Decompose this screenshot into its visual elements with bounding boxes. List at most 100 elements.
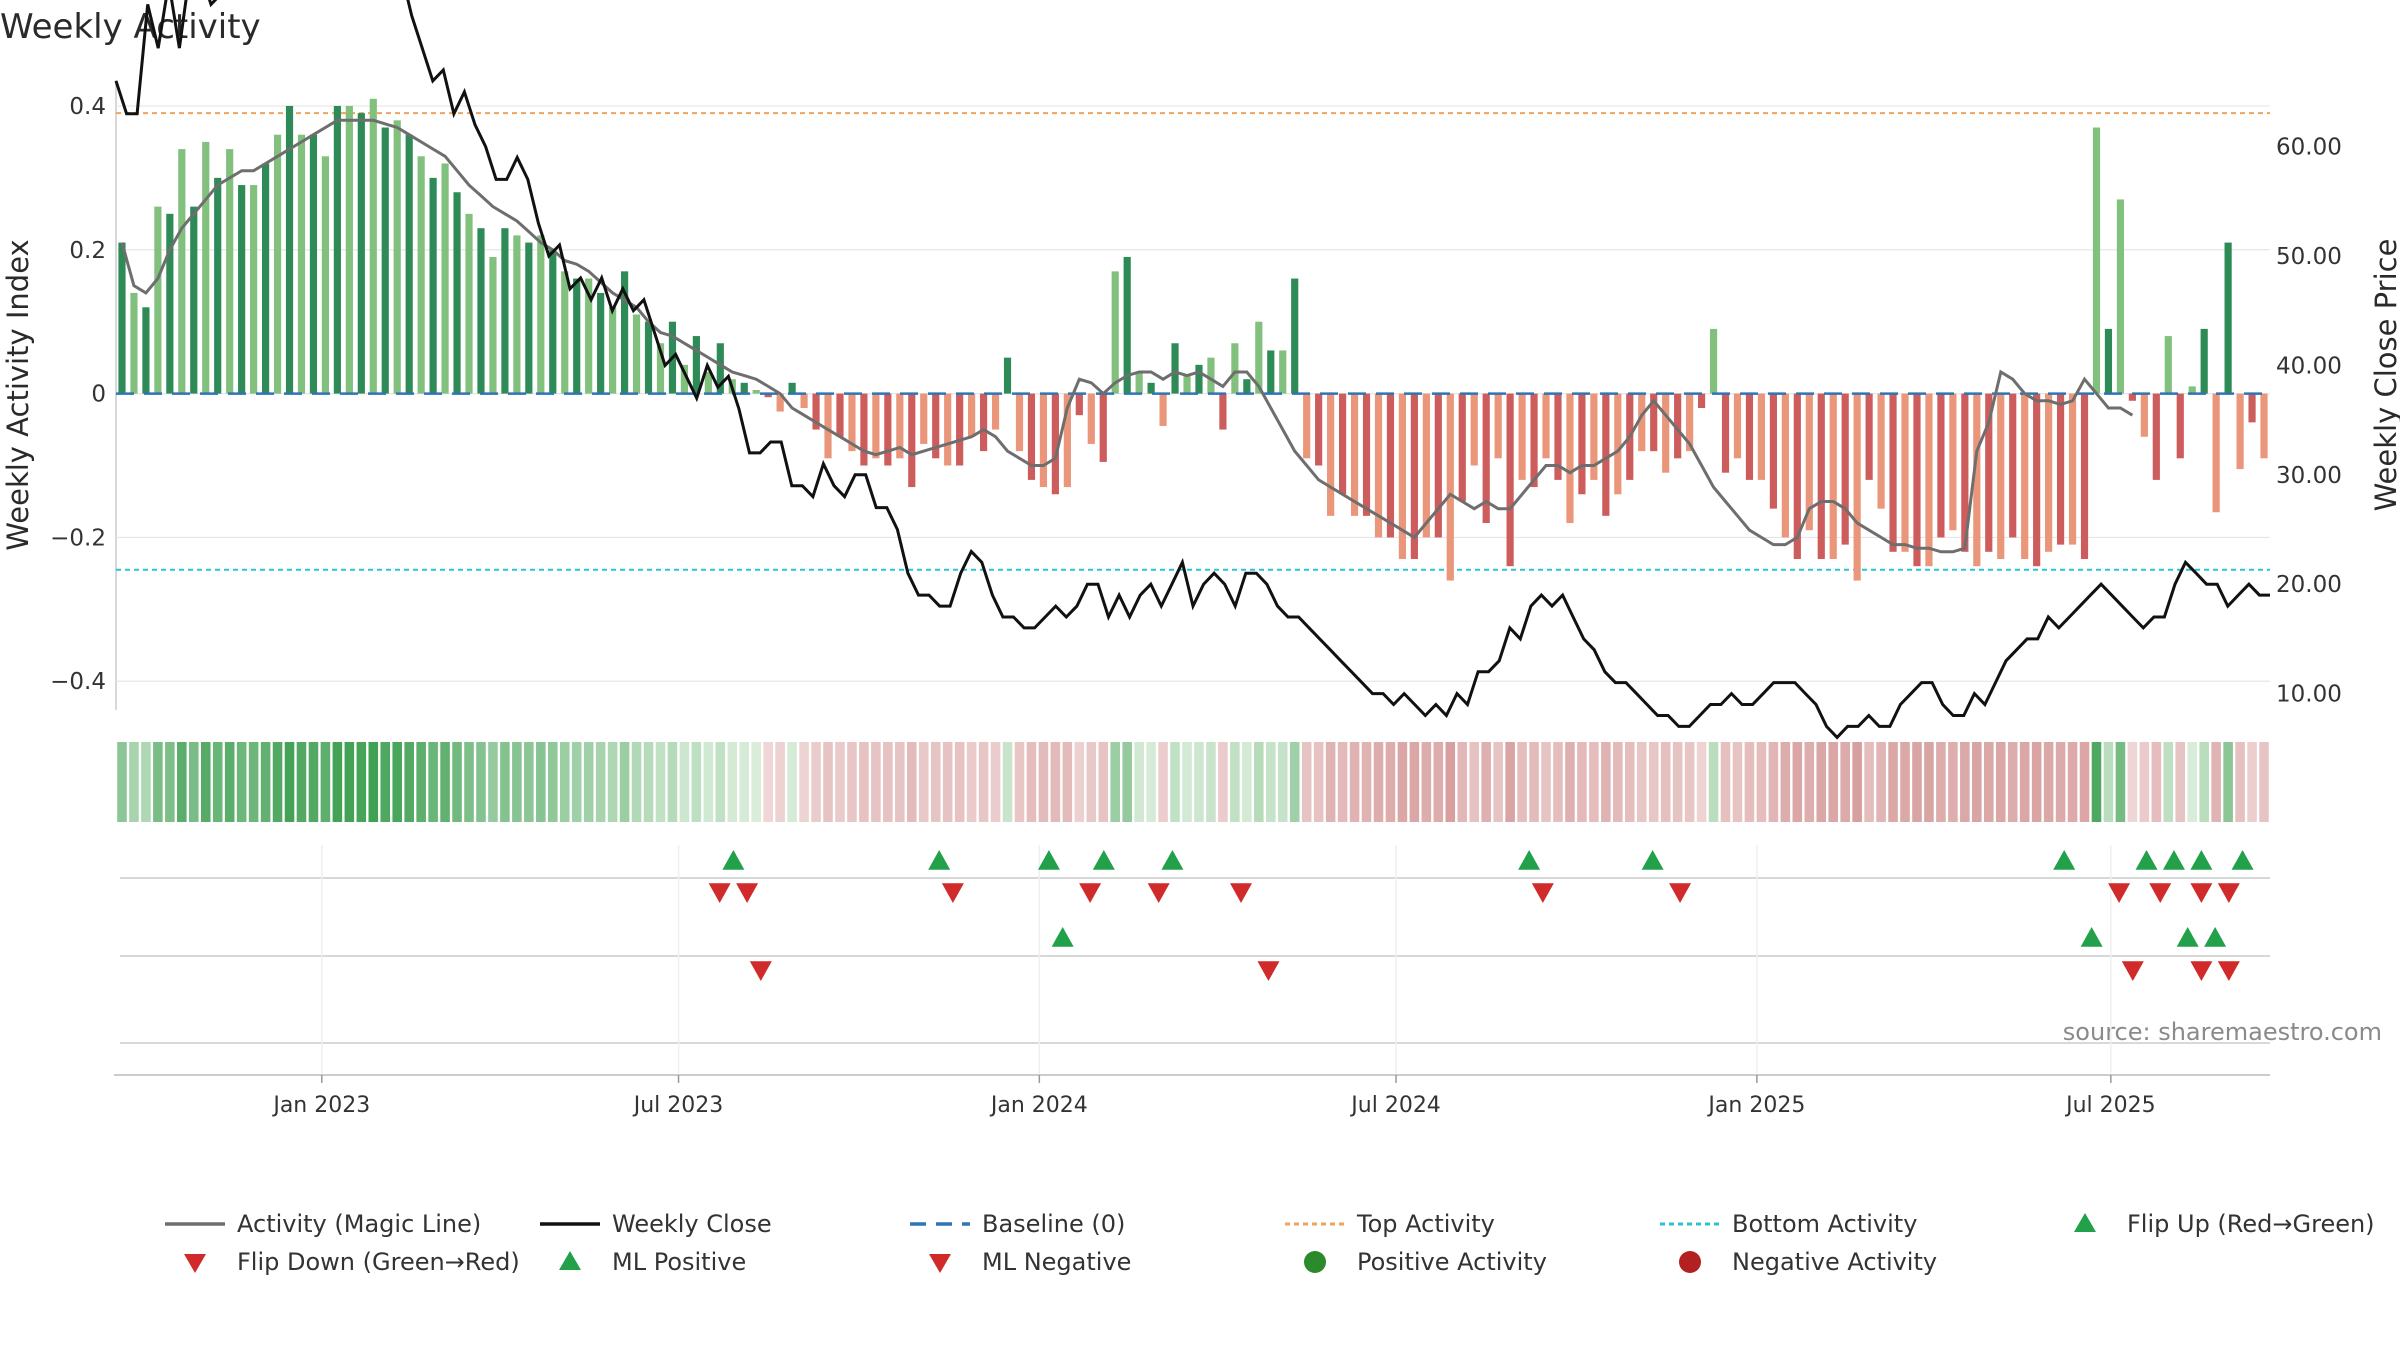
strip-cell [1301,742,1312,822]
strip-cell [775,742,785,822]
activity-bar [297,134,306,394]
flip-down-marker [2149,883,2172,903]
strip-cell [1325,742,1336,822]
flip-down-marker [1531,883,1554,903]
strip-cell [1265,742,1276,822]
flip-down-marker [1147,883,1170,903]
strip-cell [141,742,151,822]
activity-bar [1111,271,1119,394]
strip-cell [1983,742,1994,822]
strip-cell [2055,742,2066,822]
x-tick-label: Jan 2025 [1706,1093,1805,1118]
strip-cell [236,742,247,822]
activity-bar [1327,393,1335,516]
legend-label: Negative Activity [1732,1248,1937,1276]
activity-bar [1315,393,1323,466]
x-tick-label: Jan 2023 [271,1093,370,1118]
strip-cell [1062,742,1073,822]
legend-item: ML Negative [929,1248,1131,1276]
activity-bar [1482,393,1490,524]
strip-cell [655,742,666,822]
activity-bar [429,177,437,394]
legend-item: Flip Down (Green→Red) [184,1248,520,1276]
strip-cell [2103,742,2114,822]
activity-bar [238,185,246,394]
strip-cell [1684,742,1695,822]
activity-bar [417,156,425,394]
strip-cell [1888,742,1898,822]
activity-bar [142,307,150,394]
flip-up-marker [1037,850,1060,870]
activity-bar [956,393,964,466]
activity-bar [2104,328,2113,394]
activity-bar [2128,393,2136,401]
strip-cell [1960,742,1970,822]
activity-bar [609,307,617,394]
right-tick-label: 50.00 [2276,244,2342,270]
strip-cell [1457,742,1468,822]
strip-cell [571,742,582,822]
strip-cell [1601,742,1611,822]
strip-cell [2151,742,2162,822]
activity-bar [321,156,330,394]
strip-cell [2115,742,2126,822]
activity-bar [1829,393,1837,559]
strip-cell [1828,742,1839,822]
flip-up-marker [722,850,745,870]
strip-cell [1804,742,1815,822]
activity-bar [1123,256,1131,394]
activity-bar [752,390,760,394]
activity-bar [1518,393,1526,480]
activity-bar [2164,336,2172,394]
legend-item: Activity (Magic Line) [165,1210,481,1238]
activity-bar [1781,393,1789,538]
activity-bar [214,177,222,394]
strip-cell [871,742,881,822]
activity-bar [1745,393,1754,480]
activity-bar [908,393,916,488]
activity-bar [333,105,341,394]
activity-bar [944,393,952,466]
activity-bar [1362,393,1371,516]
activity-bar [381,127,389,394]
legend: Activity (Magic Line) Weekly Close Baselin… [165,1210,2375,1276]
legend-item: Top Activity [1285,1210,1495,1238]
activity-bar [1255,321,1263,394]
activity-bar [776,393,784,412]
strip-cell [1732,742,1743,822]
legend-label: Activity (Magic Line) [237,1210,481,1238]
strip-cell [260,742,271,822]
activity-bar [1051,393,1059,495]
activity-bar [1243,379,1251,394]
activity-bar [1865,393,1873,480]
x-axis: Jan 2023 Jul 2023 Jan 2024 Jul 2024 Jan 2025… [114,1074,2270,1118]
strip-cell [2211,742,2221,822]
strip-cell [1517,742,1527,822]
strip-cell [212,742,223,822]
activity-bar [1997,393,2005,559]
activity-bar [226,149,234,394]
flip-up-marker [2135,850,2158,870]
flip-up-marker [2190,850,2213,870]
flip-up-marker [928,850,951,870]
activity-bar [979,393,988,452]
activity-bar [704,372,712,394]
strip-cell [1469,742,1480,822]
strip-cell [2007,742,2018,822]
strip-cell [1349,742,1360,822]
strip-cell [356,742,367,822]
activity-bar [2224,242,2232,394]
strip-cell [2175,742,2186,822]
strip-cell [1708,742,1719,822]
strip-cell [2127,742,2138,822]
strip-cell [2247,742,2257,822]
activity-bar [1027,393,1036,480]
strip-cell [1242,742,1252,822]
activity-bar [872,393,880,459]
strip-cell [667,742,678,822]
legend-swatch-down [184,1254,206,1273]
activity-bar [812,393,820,430]
strip-cell [368,742,379,822]
activity-bar [1578,393,1586,495]
